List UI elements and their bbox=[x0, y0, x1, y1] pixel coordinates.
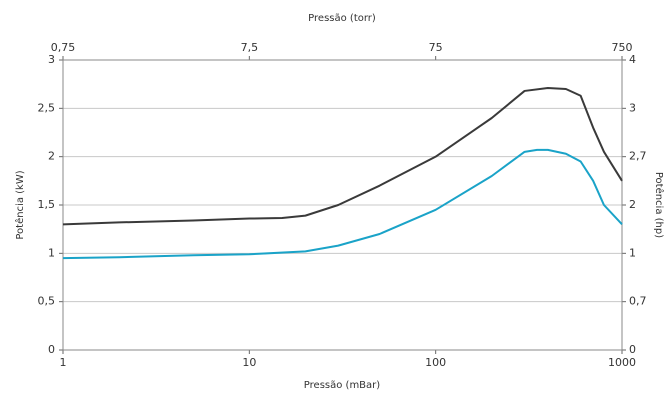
y2-tick-label: 0,7 bbox=[629, 295, 647, 308]
x-tick-label: 10 bbox=[242, 356, 256, 369]
y2-tick-label: 3 bbox=[629, 101, 636, 114]
y-tick-label: 0,5 bbox=[38, 295, 56, 308]
y-tick-label: 0 bbox=[48, 343, 55, 356]
x2-axis-label: Pressão (torr) bbox=[308, 13, 376, 24]
y2-tick-label: 2,7 bbox=[629, 150, 647, 163]
plot-frame bbox=[62, 59, 623, 351]
x2-tick-label: 75 bbox=[429, 41, 443, 54]
line-series bbox=[62, 87, 623, 226]
line-series bbox=[62, 148, 623, 260]
x2-tick-label: 7,5 bbox=[241, 41, 259, 54]
y-tick-label: 1 bbox=[48, 246, 55, 259]
y-tick-label: 2,5 bbox=[38, 101, 56, 114]
y-axis-label: Potência (kW) bbox=[14, 170, 26, 239]
x-tick-label: 1000 bbox=[608, 356, 636, 369]
y-tick-label: 3 bbox=[48, 53, 55, 66]
y-tick-label: 1,5 bbox=[38, 198, 56, 211]
x-tick-label: 100 bbox=[425, 356, 446, 369]
x2-tick-label: 0,75 bbox=[51, 41, 76, 54]
y2-tick-label: 2 bbox=[629, 198, 636, 211]
y2-tick-label: 1 bbox=[629, 246, 636, 259]
x-tick-label: 1 bbox=[60, 356, 67, 369]
x2-tick-label: 750 bbox=[612, 41, 633, 54]
y2-tick-label: 4 bbox=[629, 53, 636, 66]
y2-tick-label: 0 bbox=[629, 343, 636, 356]
y-tick-label: 2 bbox=[48, 150, 55, 163]
x-axis-label: Pressão (mBar) bbox=[304, 380, 380, 391]
y2-axis-label: Potência (hp) bbox=[653, 172, 665, 238]
